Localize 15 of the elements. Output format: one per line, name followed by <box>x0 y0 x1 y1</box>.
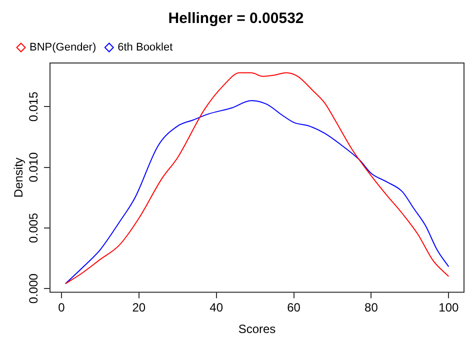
x-tick-label: 0 <box>58 300 66 315</box>
legend-label: 6th Booklet <box>118 42 173 54</box>
y-tick-label: 0.005 <box>26 212 40 243</box>
x-tick-label: 20 <box>132 300 146 315</box>
chart-title: Hellinger = 0.00532 <box>168 10 304 28</box>
x-tick-label: 80 <box>364 300 378 315</box>
y-tick-label: 0.000 <box>26 273 40 304</box>
y-tick-label: 0.010 <box>26 152 40 182</box>
x-tick-label: 60 <box>287 300 301 315</box>
x-tick-label: 100 <box>438 300 459 315</box>
x-tick-label: 40 <box>210 300 224 315</box>
y-axis-title: Density <box>12 158 26 198</box>
y-tick-label: 0.015 <box>26 91 40 122</box>
x-axis-title: Scores <box>238 322 276 336</box>
legend-label: BNP(Gender) <box>30 42 96 54</box>
